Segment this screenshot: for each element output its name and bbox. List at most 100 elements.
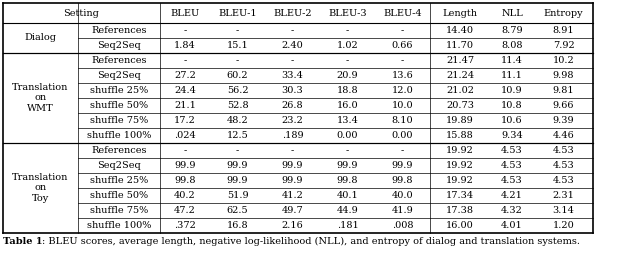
Text: 99.9: 99.9	[337, 161, 358, 170]
Text: References: References	[92, 56, 147, 65]
Text: 4.21: 4.21	[501, 191, 523, 200]
Text: 11.1: 11.1	[501, 71, 523, 80]
Text: 56.2: 56.2	[227, 86, 248, 95]
Text: .008: .008	[392, 221, 413, 230]
Text: 16.0: 16.0	[337, 101, 358, 110]
Text: 48.2: 48.2	[227, 116, 248, 125]
Text: 17.38: 17.38	[446, 206, 474, 215]
Text: 4.53: 4.53	[552, 146, 574, 155]
Text: 3.14: 3.14	[552, 206, 575, 215]
Text: 10.6: 10.6	[501, 116, 523, 125]
Text: 1.02: 1.02	[337, 41, 358, 50]
Text: .024: .024	[174, 131, 196, 140]
Text: References: References	[92, 146, 147, 155]
Text: Seq2Seq: Seq2Seq	[97, 41, 141, 50]
Text: Setting: Setting	[63, 8, 99, 17]
Text: shuffle 100%: shuffle 100%	[87, 221, 151, 230]
Text: -: -	[291, 26, 294, 35]
Text: 44.9: 44.9	[337, 206, 358, 215]
Text: 30.3: 30.3	[282, 86, 303, 95]
Text: -: -	[401, 26, 404, 35]
Text: 99.9: 99.9	[392, 161, 413, 170]
Text: 9.34: 9.34	[501, 131, 523, 140]
Text: 10.9: 10.9	[501, 86, 523, 95]
Text: BLEU-1: BLEU-1	[218, 8, 257, 17]
Text: 10.0: 10.0	[392, 101, 413, 110]
Text: 21.24: 21.24	[446, 71, 474, 80]
Text: 13.6: 13.6	[392, 71, 413, 80]
Text: NLL: NLL	[501, 8, 523, 17]
Text: Translation
on
WMT: Translation on WMT	[12, 83, 68, 113]
Text: shuffle 100%: shuffle 100%	[87, 131, 151, 140]
Text: -: -	[291, 56, 294, 65]
Text: -: -	[184, 146, 187, 155]
Text: 9.98: 9.98	[553, 71, 574, 80]
Text: 99.8: 99.8	[392, 176, 413, 185]
Text: -: -	[346, 26, 349, 35]
Text: Entropy: Entropy	[544, 8, 583, 17]
Text: 4.32: 4.32	[501, 206, 523, 215]
Text: 4.53: 4.53	[501, 161, 523, 170]
Text: 9.66: 9.66	[553, 101, 574, 110]
Text: 99.8: 99.8	[174, 176, 196, 185]
Text: 26.8: 26.8	[282, 101, 303, 110]
Text: 33.4: 33.4	[282, 71, 303, 80]
Text: 0.00: 0.00	[392, 131, 413, 140]
Text: 60.2: 60.2	[227, 71, 248, 80]
Text: 99.9: 99.9	[282, 161, 303, 170]
Text: -: -	[184, 56, 187, 65]
Text: 8.91: 8.91	[553, 26, 574, 35]
Text: 99.9: 99.9	[174, 161, 196, 170]
Text: 40.0: 40.0	[392, 191, 413, 200]
Text: 11.70: 11.70	[446, 41, 474, 50]
Text: -: -	[401, 56, 404, 65]
Text: 19.92: 19.92	[446, 146, 474, 155]
Text: 19.92: 19.92	[446, 176, 474, 185]
Text: -: -	[236, 146, 239, 155]
Text: 99.9: 99.9	[227, 176, 248, 185]
Text: 0.00: 0.00	[337, 131, 358, 140]
Text: 7.92: 7.92	[552, 41, 574, 50]
Text: shuffle 50%: shuffle 50%	[90, 191, 148, 200]
Text: 10.8: 10.8	[501, 101, 523, 110]
Text: 99.8: 99.8	[337, 176, 358, 185]
Text: 23.2: 23.2	[282, 116, 303, 125]
Text: BLEU-4: BLEU-4	[383, 8, 422, 17]
Text: : BLEU scores, average length, negative log-likelihood (NLL), and entropy of dia: : BLEU scores, average length, negative …	[42, 237, 580, 246]
Text: Table 1: Table 1	[3, 237, 42, 246]
Text: 8.08: 8.08	[501, 41, 523, 50]
Text: Seq2Seq: Seq2Seq	[97, 161, 141, 170]
Text: 13.4: 13.4	[337, 116, 358, 125]
Text: 99.9: 99.9	[227, 161, 248, 170]
Text: 10.2: 10.2	[552, 56, 574, 65]
Text: Dialog: Dialog	[24, 33, 56, 42]
Text: 18.8: 18.8	[337, 86, 358, 95]
Text: 4.53: 4.53	[552, 176, 574, 185]
Text: .189: .189	[282, 131, 303, 140]
Text: 12.0: 12.0	[392, 86, 413, 95]
Text: 41.2: 41.2	[282, 191, 303, 200]
Text: 11.4: 11.4	[501, 56, 523, 65]
Text: 1.20: 1.20	[552, 221, 574, 230]
Text: 47.2: 47.2	[174, 206, 196, 215]
Text: 4.53: 4.53	[552, 161, 574, 170]
Text: 27.2: 27.2	[174, 71, 196, 80]
Text: -: -	[346, 56, 349, 65]
Text: 51.9: 51.9	[227, 191, 248, 200]
Text: shuffle 25%: shuffle 25%	[90, 176, 148, 185]
Text: .372: .372	[174, 221, 196, 230]
Text: 4.01: 4.01	[501, 221, 523, 230]
Text: -: -	[184, 26, 187, 35]
Text: 49.7: 49.7	[282, 206, 303, 215]
Text: 14.40: 14.40	[446, 26, 474, 35]
Text: 15.88: 15.88	[446, 131, 474, 140]
Text: Length: Length	[442, 8, 477, 17]
Text: 52.8: 52.8	[227, 101, 248, 110]
Text: 9.39: 9.39	[553, 116, 574, 125]
Text: 2.16: 2.16	[282, 221, 303, 230]
Text: 4.53: 4.53	[501, 176, 523, 185]
Text: 16.8: 16.8	[227, 221, 248, 230]
Text: References: References	[92, 26, 147, 35]
Text: 8.79: 8.79	[501, 26, 523, 35]
Text: 21.1: 21.1	[174, 101, 196, 110]
